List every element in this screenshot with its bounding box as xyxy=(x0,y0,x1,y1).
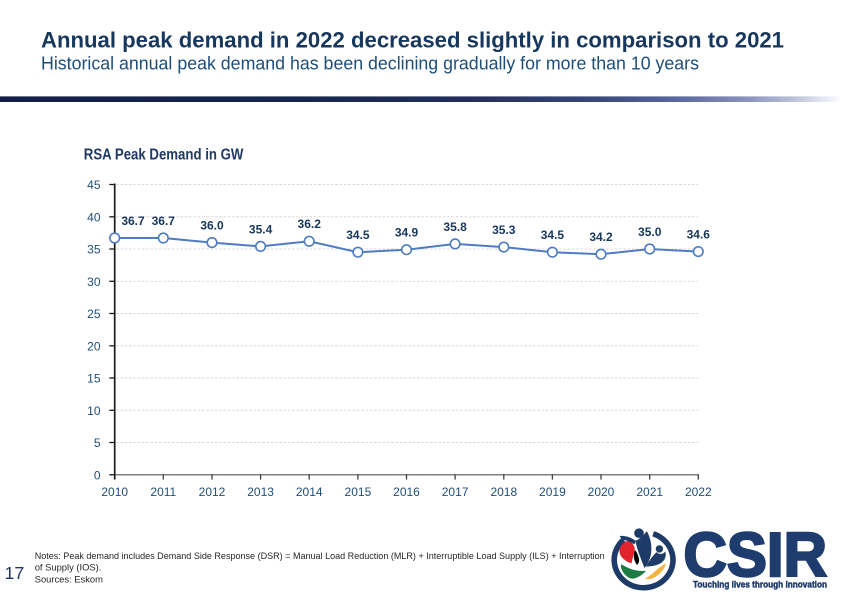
svg-text:Notes: Peak demand includes De: Notes: Peak demand includes Demand Side … xyxy=(35,550,605,561)
svg-text:Sources: Eskom: Sources: Eskom xyxy=(35,573,103,584)
svg-text:30: 30 xyxy=(87,275,101,289)
svg-text:2013: 2013 xyxy=(247,485,274,499)
svg-text:RSA Peak Demand in GW: RSA Peak Demand in GW xyxy=(84,146,244,163)
svg-text:34.9: 34.9 xyxy=(395,226,419,240)
svg-text:36.7: 36.7 xyxy=(152,214,176,228)
svg-text:0: 0 xyxy=(94,468,101,482)
svg-text:35.8: 35.8 xyxy=(443,220,467,234)
svg-text:2012: 2012 xyxy=(199,485,226,499)
svg-text:35.4: 35.4 xyxy=(249,222,273,236)
svg-text:Touching lives through innovat: Touching lives through innovation xyxy=(693,580,827,590)
svg-text:2019: 2019 xyxy=(539,485,566,499)
svg-text:40: 40 xyxy=(87,210,101,224)
svg-text:2017: 2017 xyxy=(442,485,469,499)
svg-text:17: 17 xyxy=(5,563,25,583)
svg-text:36.2: 36.2 xyxy=(298,217,322,231)
svg-text:36.0: 36.0 xyxy=(200,219,224,233)
svg-text:of Supply (IOS).: of Supply (IOS). xyxy=(35,562,102,573)
svg-text:2010: 2010 xyxy=(101,485,128,499)
svg-text:2020: 2020 xyxy=(588,485,615,499)
svg-text:36.7: 36.7 xyxy=(121,214,145,228)
svg-text:2015: 2015 xyxy=(345,485,372,499)
svg-text:34.2: 34.2 xyxy=(589,230,613,244)
svg-text:CSIR: CSIR xyxy=(684,520,828,590)
svg-text:34.5: 34.5 xyxy=(346,228,370,242)
svg-text:34.5: 34.5 xyxy=(541,228,565,242)
svg-text:20: 20 xyxy=(87,339,101,353)
svg-text:34.6: 34.6 xyxy=(687,228,711,242)
svg-text:2014: 2014 xyxy=(296,485,323,499)
svg-text:35.3: 35.3 xyxy=(492,223,516,237)
svg-text:2021: 2021 xyxy=(636,485,663,499)
svg-text:Annual peak demand in 2022 dec: Annual peak demand in 2022 decreased sli… xyxy=(41,28,784,53)
svg-text:2011: 2011 xyxy=(150,485,176,499)
svg-text:Historical annual peak demand: Historical annual peak demand has been d… xyxy=(41,54,699,75)
svg-text:25: 25 xyxy=(87,307,101,321)
svg-text:45: 45 xyxy=(87,178,101,192)
svg-text:2016: 2016 xyxy=(393,485,420,499)
svg-text:15: 15 xyxy=(87,372,101,386)
svg-text:5: 5 xyxy=(94,436,101,450)
svg-text:35.0: 35.0 xyxy=(638,225,662,239)
svg-text:2022: 2022 xyxy=(685,485,712,499)
svg-text:35: 35 xyxy=(87,243,101,257)
svg-text:10: 10 xyxy=(87,404,101,418)
svg-text:2018: 2018 xyxy=(490,485,517,499)
